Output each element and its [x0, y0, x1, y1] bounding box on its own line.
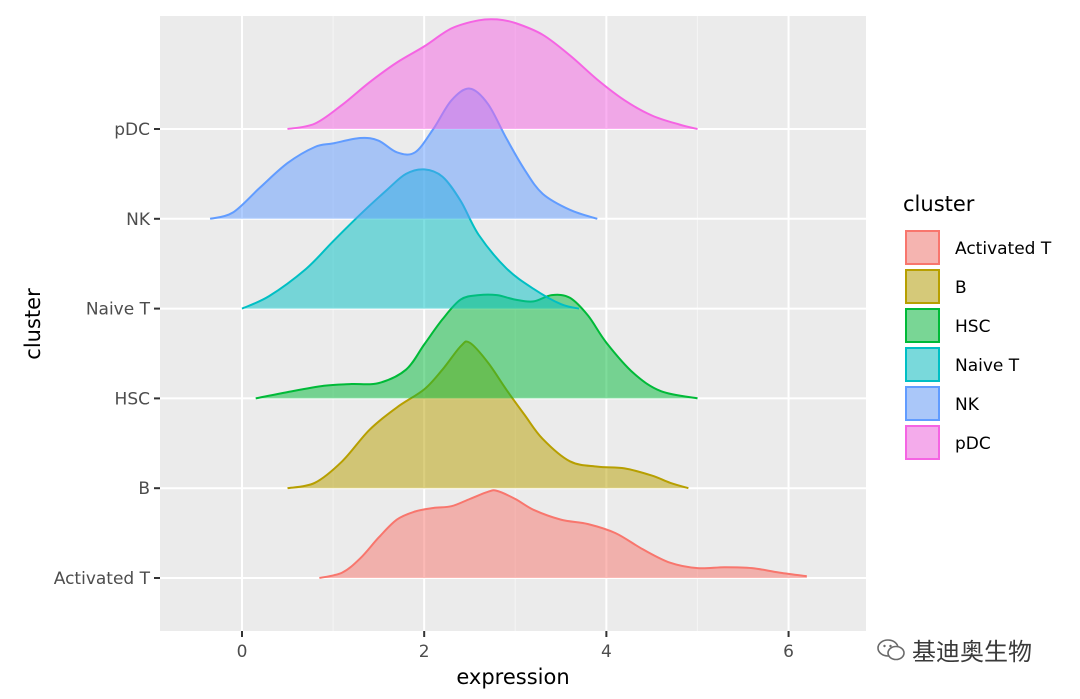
- legend-key: [905, 269, 940, 304]
- x-axis: 0 2 4 6: [237, 631, 794, 662]
- ridge-fill-activated-t: [319, 490, 807, 578]
- x-tick-label: 2: [419, 642, 430, 662]
- ridge-line-pdc: [287, 18, 698, 130]
- legend-key: [905, 308, 940, 343]
- x-tick-label: 0: [237, 642, 248, 662]
- ridge-fill-pdc: [287, 19, 698, 129]
- legend-key: [905, 230, 940, 265]
- y-tick-label: pDC: [114, 120, 150, 140]
- ridge-fill-naive-t: [242, 169, 579, 309]
- legend-label: Activated T: [955, 239, 1052, 259]
- y-tick-label: HSC: [115, 389, 150, 409]
- wechat-icon: [877, 638, 905, 660]
- y-axis: Activated T B HSC Naive T NK pDC: [54, 120, 160, 589]
- ridge-fill-nk: [210, 88, 598, 219]
- legend-label: NK: [955, 395, 980, 415]
- y-tick-label: B: [138, 479, 150, 499]
- y-axis-title: cluster: [21, 288, 45, 360]
- legend-label: B: [955, 278, 967, 298]
- legend-key: [905, 347, 940, 382]
- ridge-fill-hsc: [255, 294, 698, 399]
- legend-label: HSC: [955, 317, 990, 337]
- density-ridges: [209, 18, 807, 579]
- x-tick-label: 6: [783, 642, 794, 662]
- legend-title: cluster: [903, 192, 975, 216]
- ridge-line-nk: [209, 87, 598, 220]
- watermark-text: 基迪奥生物: [912, 638, 1032, 666]
- legend-key: [905, 386, 940, 421]
- x-tick-label: 4: [601, 642, 612, 662]
- legend-label: Naive T: [955, 356, 1020, 376]
- legend-key: [905, 425, 940, 460]
- watermark: 基迪奥生物: [876, 632, 1032, 667]
- legend-label: pDC: [955, 434, 991, 454]
- y-tick-label: NK: [126, 210, 151, 230]
- ridge-line-activated-t: [319, 489, 807, 579]
- y-tick-label: Naive T: [86, 300, 151, 320]
- x-axis-title: expression: [456, 665, 569, 689]
- ridge-fill-b: [287, 341, 689, 489]
- legend: Activated T B HSC Naive T NK pDC: [905, 230, 1052, 460]
- y-tick-label: Activated T: [54, 569, 151, 589]
